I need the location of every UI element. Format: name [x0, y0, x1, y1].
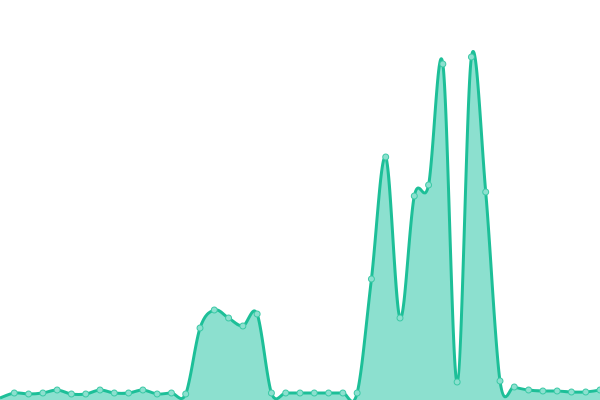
data-point	[596, 386, 600, 394]
data-point	[525, 386, 533, 394]
data-point	[496, 377, 504, 385]
data-point	[510, 383, 518, 391]
data-point	[196, 324, 204, 332]
data-point	[67, 390, 75, 398]
data-point	[25, 390, 33, 398]
data-point	[410, 192, 418, 200]
data-point	[125, 389, 133, 397]
data-points	[10, 53, 600, 398]
data-point	[10, 389, 18, 397]
data-point	[267, 389, 275, 397]
data-point	[567, 388, 575, 396]
data-point	[310, 389, 318, 397]
data-point	[53, 386, 61, 394]
data-point	[453, 378, 461, 386]
data-point	[553, 387, 561, 395]
data-point	[539, 387, 547, 395]
data-point	[110, 389, 118, 397]
data-point	[353, 389, 361, 397]
series-area	[0, 51, 600, 400]
data-point	[210, 306, 218, 314]
data-point	[239, 322, 247, 330]
data-point	[253, 310, 261, 318]
data-point	[467, 53, 475, 61]
data-point	[182, 390, 190, 398]
data-point	[339, 389, 347, 397]
data-point	[96, 386, 104, 394]
data-point	[296, 389, 304, 397]
data-point	[382, 153, 390, 161]
data-point	[367, 275, 375, 283]
data-point	[225, 314, 233, 322]
data-point	[282, 389, 290, 397]
series-line	[0, 50, 600, 400]
data-point	[153, 390, 161, 398]
data-point	[139, 386, 147, 394]
data-point	[325, 389, 333, 397]
data-point	[425, 181, 433, 189]
data-point	[82, 390, 90, 398]
data-point	[167, 389, 175, 397]
data-point	[39, 389, 47, 397]
data-point	[582, 388, 590, 396]
data-point	[439, 60, 447, 68]
data-point	[482, 188, 490, 196]
data-point	[396, 314, 404, 322]
